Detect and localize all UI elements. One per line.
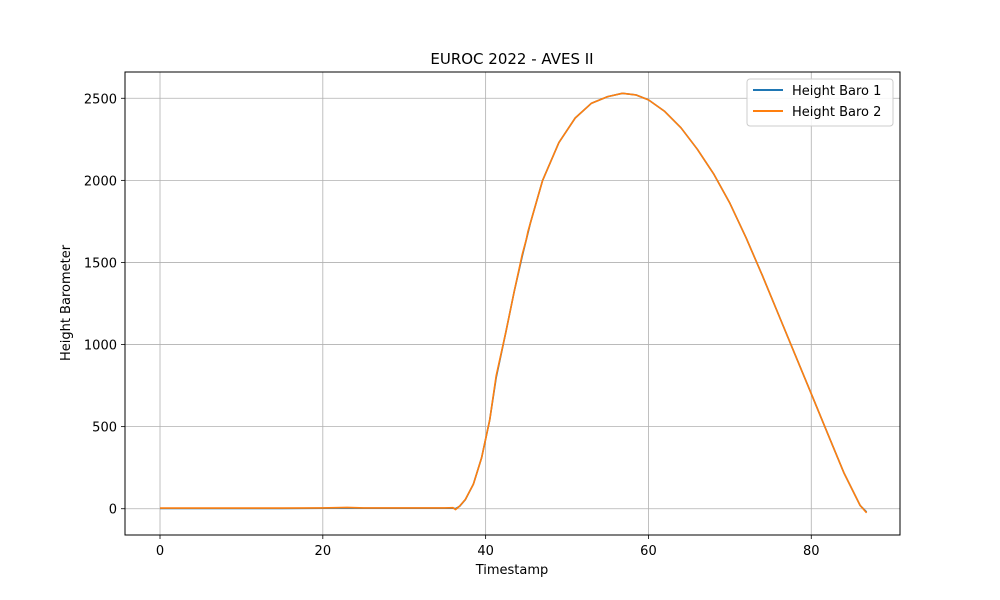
series-line-height-baro-2 [160,92,868,514]
plot-area-frame [124,71,901,536]
legend-label-height-baro-1: Height Baro 1 [792,84,881,99]
y-axis-ticks: 0 500 1000 1500 2000 2500 [84,92,125,518]
y-tick-label: 2500 [84,92,117,107]
y-tick-label: 2000 [84,174,117,189]
x-axis-ticks: 0 20 40 60 80 [156,535,820,559]
series-lines [160,92,868,514]
y-tick-label: 0 [109,503,117,518]
legend: Height Baro 1 Height Baro 2 [746,78,894,127]
x-tick-label: 0 [156,544,164,559]
y-axis-label: Height Barometer [59,244,74,361]
legend-box [746,78,894,127]
y-tick-label: 1000 [84,339,117,354]
x-tick-label: 20 [315,544,332,559]
x-tick-label: 60 [640,544,657,559]
x-axis-label: Timestamp [475,563,549,578]
series-line-height-baro-1 [160,92,868,513]
x-tick-label: 80 [803,544,820,559]
y-tick-label: 1500 [84,256,117,271]
x-tick-label: 40 [477,544,494,559]
chart-title: EUROC 2022 - AVES II [430,50,593,68]
y-tick-label: 500 [92,421,117,436]
legend-label-height-baro-2: Height Baro 2 [792,105,881,120]
